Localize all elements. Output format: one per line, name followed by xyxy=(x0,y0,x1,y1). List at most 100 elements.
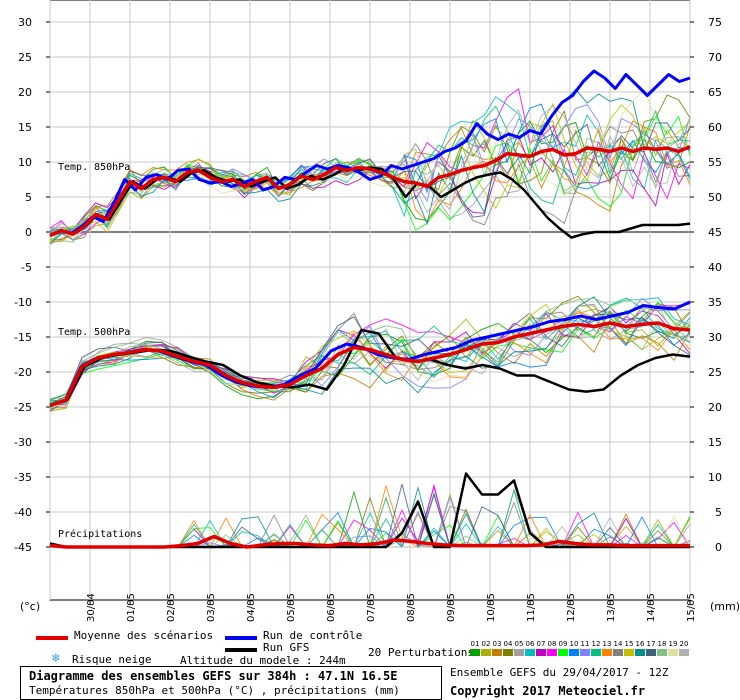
right-tick-label: 30 xyxy=(708,331,722,344)
member-line xyxy=(49,312,691,405)
perturbation-number: 08 xyxy=(547,640,557,648)
right-tick-label: 5 xyxy=(715,506,722,519)
left-axis: 30 25 20 15 10 5 0 -5 -10 -15 -20 -25 -30 -35 -40 -45 xyxy=(14,16,50,554)
left-tick-label: 20 xyxy=(18,86,32,99)
right-tick-label: 20 xyxy=(708,401,722,414)
perturbation-number: 11 xyxy=(580,640,590,648)
right-tick-label: 50 xyxy=(708,191,722,204)
perturbation-number: 07 xyxy=(536,640,546,648)
right-tick-label: 40 xyxy=(708,261,722,274)
legend-gfs: Run GFS xyxy=(263,641,310,654)
date-label: 03/05 xyxy=(206,593,217,622)
perturbation-number: 16 xyxy=(635,640,645,648)
date-label: 06/05 xyxy=(326,593,337,622)
legend-altitude: Altitude du modele : 244m xyxy=(180,654,346,667)
perturbation-swatch xyxy=(580,649,590,656)
left-tick-label: -30 xyxy=(14,436,32,449)
perturbation-number: 19 xyxy=(668,640,678,648)
left-tick-label: -40 xyxy=(14,506,32,519)
label-precip: Précipitations xyxy=(58,528,142,540)
perturbation-number: 15 xyxy=(624,640,634,648)
label-t850: Temp. 850hPa xyxy=(58,162,130,173)
perturbation-swatch xyxy=(646,649,656,656)
left-tick-label: -15 xyxy=(14,331,32,344)
right-tick-label: 75 xyxy=(708,16,722,29)
series-t850-moyenne-des-sc-narios xyxy=(49,144,691,238)
perturbation-swatch xyxy=(657,649,667,656)
left-tick-label: -20 xyxy=(14,366,32,379)
perturbation-number: 03 xyxy=(492,640,502,648)
right-tick-label: 65 xyxy=(708,86,722,99)
info-subtitle: Températures 850hPa et 500hPa (°C) , pré… xyxy=(29,684,400,697)
series-precip-moyenne-des-sc-narios xyxy=(49,534,690,549)
date-label: 04/05 xyxy=(246,593,257,622)
date-label: 02/05 xyxy=(166,593,177,622)
date-label: 09/05 xyxy=(446,593,457,622)
perturbation-number: 14 xyxy=(613,640,623,648)
perturbation-swatch xyxy=(503,649,513,656)
perturbation-number: 09 xyxy=(558,640,568,648)
perturbation-swatch xyxy=(624,649,634,656)
date-label: 11/05 xyxy=(526,593,537,622)
perturbation-swatch xyxy=(679,649,689,656)
left-tick-label: -10 xyxy=(14,296,32,309)
right-tick-label: 15 xyxy=(708,436,722,449)
perturbation-swatch xyxy=(514,649,524,656)
perturbation-swatch xyxy=(470,649,480,656)
perturbation-number: 18 xyxy=(657,640,667,648)
perturbation-swatch xyxy=(547,649,557,656)
date-label: 01/05 xyxy=(126,593,137,622)
legend-control: Run de contrôle xyxy=(263,629,363,642)
left-tick-label: 5 xyxy=(25,191,32,204)
date-label: 08/05 xyxy=(406,593,417,622)
right-tick-label: 55 xyxy=(708,156,722,169)
snowflake-icon: ❄ xyxy=(52,651,60,666)
info-title: Diagramme des ensembles GEFS sur 384h : … xyxy=(29,669,398,683)
member-line xyxy=(49,301,691,404)
right-tick-label: 25 xyxy=(708,366,722,379)
left-unit: (°c) xyxy=(20,600,40,613)
left-tick-label: -45 xyxy=(14,541,32,554)
legend-control-swatch xyxy=(225,636,257,640)
main-series xyxy=(49,69,691,549)
right-tick-label: 35 xyxy=(708,296,722,309)
chart-grid xyxy=(49,0,691,601)
perturbation-swatch xyxy=(492,649,502,656)
perturbation-swatch xyxy=(525,649,535,656)
left-tick-label: -25 xyxy=(14,401,32,414)
perturbation-swatch xyxy=(602,649,612,656)
member-line xyxy=(49,303,691,409)
perturbation-swatch xyxy=(613,649,623,656)
perturbation-swatch xyxy=(591,649,601,656)
perturbation-number: 01 xyxy=(470,640,480,648)
date-label: 10/05 xyxy=(486,593,497,622)
legend-mean-swatch xyxy=(36,636,68,640)
perturbation-number: 13 xyxy=(602,640,612,648)
date-label: 13/05 xyxy=(606,593,617,622)
date-label: 12/05 xyxy=(566,593,577,622)
date-label: 30/04 xyxy=(86,593,97,622)
perturbation-swatch xyxy=(481,649,491,656)
perturbation-number: 12 xyxy=(591,640,601,648)
perturbation-number: 05 xyxy=(514,640,524,648)
member-line xyxy=(49,297,691,400)
left-tick-label: 30 xyxy=(18,16,32,29)
legend-gfs-swatch xyxy=(225,648,257,652)
series-t850-run-de-contr-le xyxy=(49,69,691,237)
left-tick-label: 15 xyxy=(18,121,32,134)
right-tick-label: 10 xyxy=(708,471,722,484)
legend-mean: Moyenne des scénarios xyxy=(74,629,214,642)
left-tick-label: 10 xyxy=(18,156,32,169)
date-label: 15/05 xyxy=(686,593,697,622)
perturbation-number: 17 xyxy=(646,640,656,648)
legend-perturbations: 20 Perturbations xyxy=(368,646,474,659)
perturbation-swatch xyxy=(569,649,579,656)
perturbation-swatch xyxy=(635,649,645,656)
perturbation-swatch xyxy=(558,649,568,656)
date-label: 05/05 xyxy=(286,593,297,622)
perturbation-swatch xyxy=(668,649,678,656)
perturbation-number: 04 xyxy=(503,640,513,648)
perturbation-swatch xyxy=(536,649,546,656)
